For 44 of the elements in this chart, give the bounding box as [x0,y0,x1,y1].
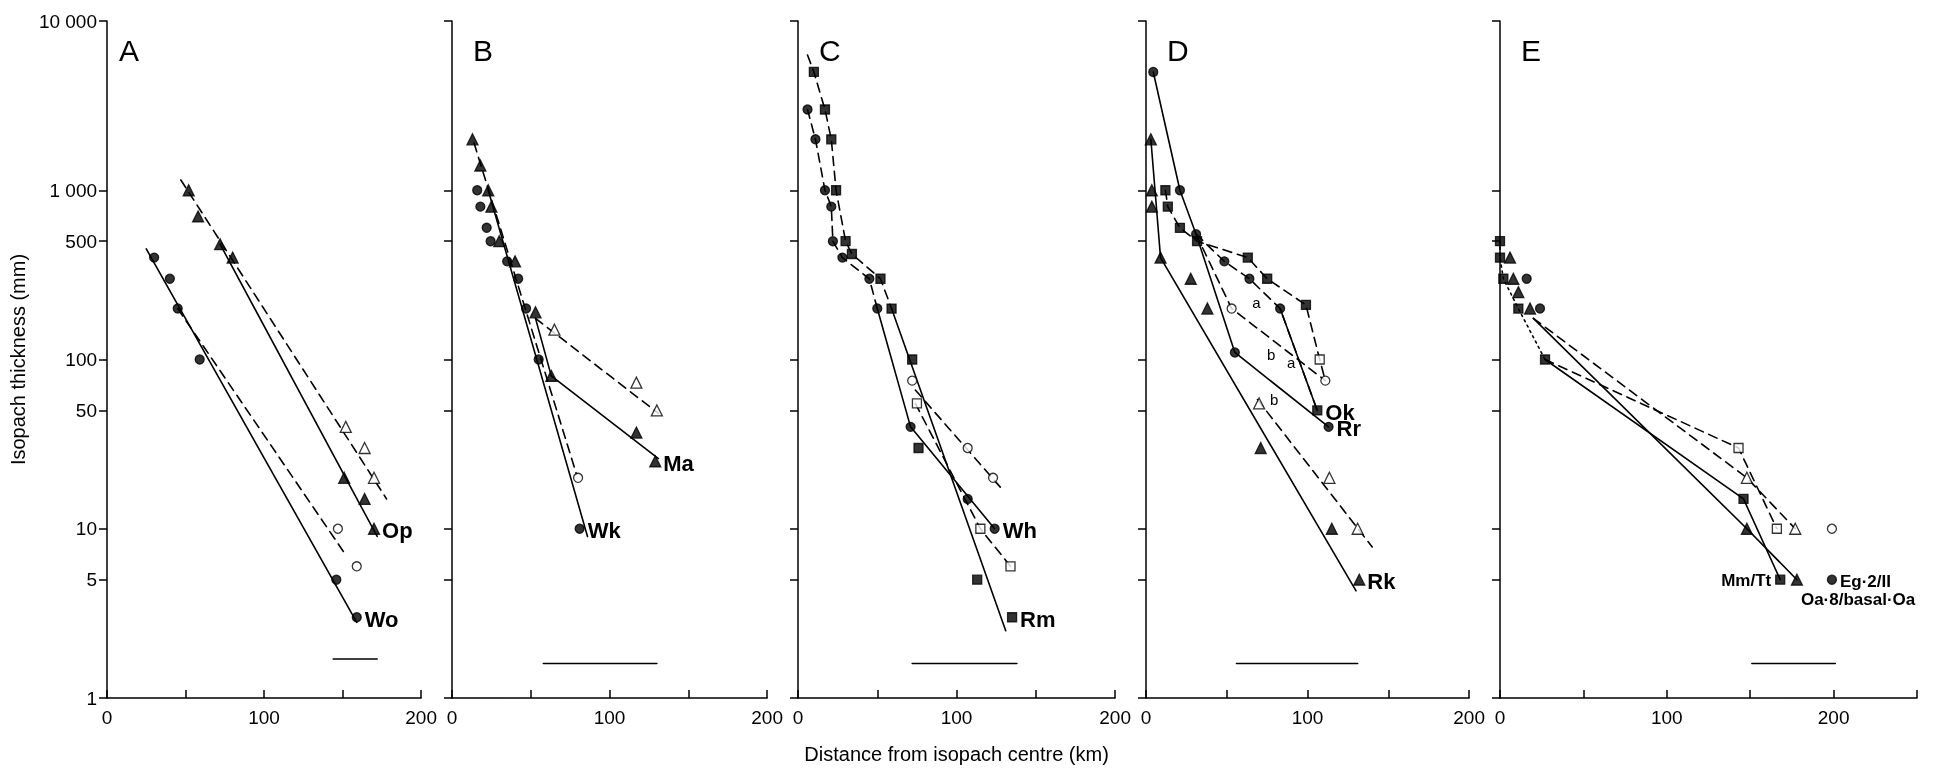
y-tick-label: 500 [65,230,98,252]
y-tick-label: 100 [65,349,98,370]
x-tick-label: 0 [101,707,113,728]
chart-title: D [1167,33,1189,67]
x-tick-label: 0 [1494,707,1506,728]
y-tick-label: 1 [86,687,98,709]
series-label: Rk [1367,569,1397,595]
series-label: b [1270,390,1279,408]
series-label: Wk [587,518,622,544]
x-tick-label: 100 [593,707,626,728]
y-axis-title: Isopach thickness (mm) [7,253,29,466]
chart-title: A [119,33,140,67]
series-label: Ma [663,450,695,476]
y-tick-label: 1 000 [49,179,98,201]
series-label: a [1287,353,1296,371]
x-tick-label: 100 [1291,707,1324,728]
x-tick-label: 200 [405,707,437,728]
series-label: Op [382,518,413,544]
x-tick-label: 0 [1140,707,1152,728]
series-label: Eg·2/II [1839,572,1891,592]
series-label: Wh [1002,518,1037,544]
x-tick-label: 0 [792,707,804,728]
x-tick-label: 100 [1650,707,1683,728]
x-tick-label: 200 [1817,707,1850,728]
chart-title: C [819,33,841,67]
x-tick-label: 0 [446,707,458,728]
series-label: Rm [1020,606,1056,632]
x-tick-label: 100 [248,707,280,728]
chart-title: B [473,33,494,67]
x-tick-label: 100 [940,707,973,728]
y-tick-label: 10 000 [38,10,98,32]
series-label: Mm/Tt [1721,571,1772,591]
series-label: b [1267,345,1276,363]
series-label: a [1252,293,1262,311]
y-tick-label: 50 [75,399,98,421]
x-axis-title: Distance from isopach centre (km) [804,743,1109,765]
x-tick-label: 200 [1453,707,1485,728]
series-label: Wo [364,606,399,632]
y-tick-label: 10 [75,518,98,540]
y-tick-label: 5 [86,569,98,591]
series-label: Oa·8/basal·Oa [1800,590,1916,610]
x-tick-label: 200 [1099,707,1131,728]
x-tick-label: 200 [751,707,783,728]
chart-title: E [1521,33,1542,67]
